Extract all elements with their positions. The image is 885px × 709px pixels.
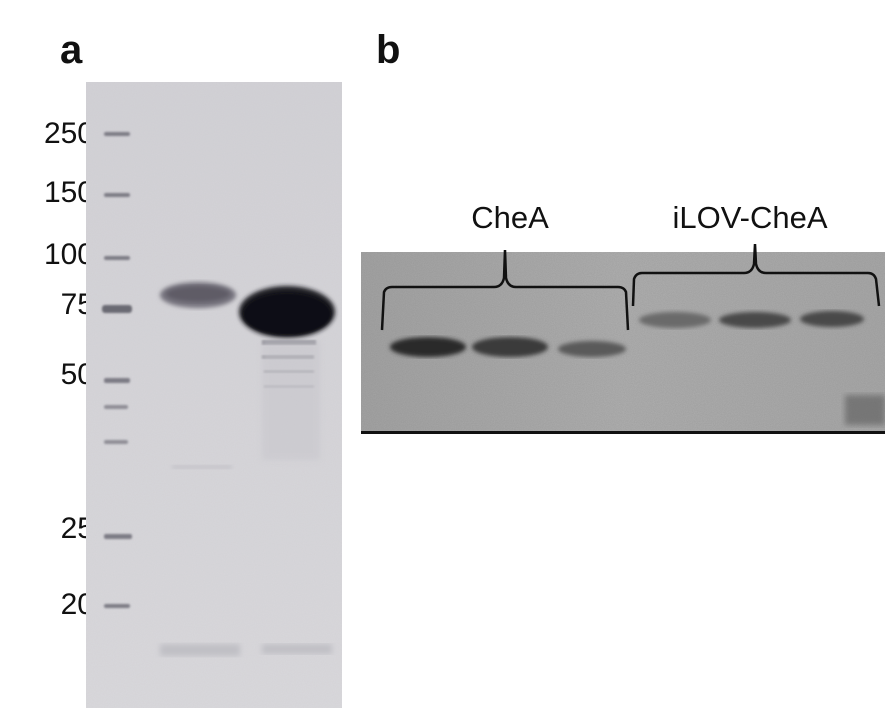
chea-bands: [390, 337, 626, 357]
lane-3-band: [239, 286, 335, 654]
lane-2-band: [160, 282, 240, 656]
chea-brace: [380, 249, 630, 331]
panel-b-letter: b: [376, 28, 401, 72]
group-label-chea: CheA: [471, 200, 549, 235]
mw-label-100: 100: [43, 238, 94, 271]
gel-a: [86, 82, 342, 708]
mw-label-150: 150: [43, 176, 94, 209]
group-label-ilov-chea: iLOV-CheA: [672, 200, 828, 235]
marker-ladder: [102, 132, 132, 608]
panel-a-letter: a: [60, 28, 83, 72]
mw-label-250: 250: [43, 117, 94, 150]
gel-b: [361, 252, 885, 434]
ilov-chea-bands: [639, 311, 864, 328]
ilov-chea-brace: [631, 243, 881, 307]
